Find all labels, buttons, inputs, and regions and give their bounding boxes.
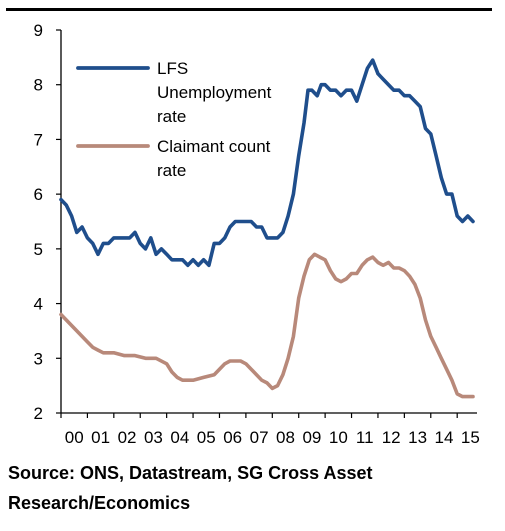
chart-source-note: Source: ONS, Datastream, SG Cross Asset … <box>8 463 373 513</box>
x-tick-label: 07 <box>250 428 269 447</box>
x-tick-label: 14 <box>435 428 454 447</box>
legend-label: rate <box>157 107 186 126</box>
chart-legend: LFS Unemployment rate Claimant count rate <box>76 59 272 180</box>
x-tick-label: 12 <box>382 428 401 447</box>
legend-label: Claimant count <box>157 137 271 156</box>
y-tick-label: 8 <box>34 76 43 95</box>
legend-label: LFS <box>157 59 188 78</box>
y-tick-label: 2 <box>34 404 43 423</box>
x-tick-label: 08 <box>276 428 295 447</box>
x-tick-label: 05 <box>197 428 216 447</box>
top-rule <box>6 8 492 11</box>
line-chart: 2 3 4 5 6 7 8 9 00 01 02 03 04 05 06 07 08 09 10 11 12 13 14 15… <box>34 21 480 447</box>
x-tick-label: 06 <box>223 428 242 447</box>
y-tick-label: 6 <box>34 185 43 204</box>
y-tick-label: 4 <box>34 295 43 314</box>
y-tick-label: 3 <box>34 349 43 368</box>
chart-series <box>59 58 475 399</box>
y-tick-label: 9 <box>34 21 43 40</box>
legend-label: rate <box>157 161 186 180</box>
x-tick-label: 03 <box>144 428 163 447</box>
x-tick-label: 09 <box>302 428 321 447</box>
chart-axes: 2 3 4 5 6 7 8 9 00 01 02 03 04 05 06 07 08 09 10 11 12 13 14 15 <box>34 21 480 447</box>
legend-label: Unemployment <box>157 83 272 102</box>
x-tick-label: 11 <box>356 428 374 447</box>
series-claimant-count-line <box>59 252 475 399</box>
series-lfs-unemployment-line <box>59 58 475 268</box>
x-tick-label: 13 <box>408 428 427 447</box>
y-tick-label: 5 <box>34 240 43 259</box>
y-tick-label: 7 <box>34 130 43 149</box>
x-tick-label: 15 <box>461 428 480 447</box>
x-tick-label: 00 <box>65 428 84 447</box>
x-tick-label: 01 <box>91 428 110 447</box>
x-tick-label: 10 <box>329 428 348 447</box>
x-tick-label: 04 <box>170 428 189 447</box>
x-tick-label: 02 <box>118 428 137 447</box>
